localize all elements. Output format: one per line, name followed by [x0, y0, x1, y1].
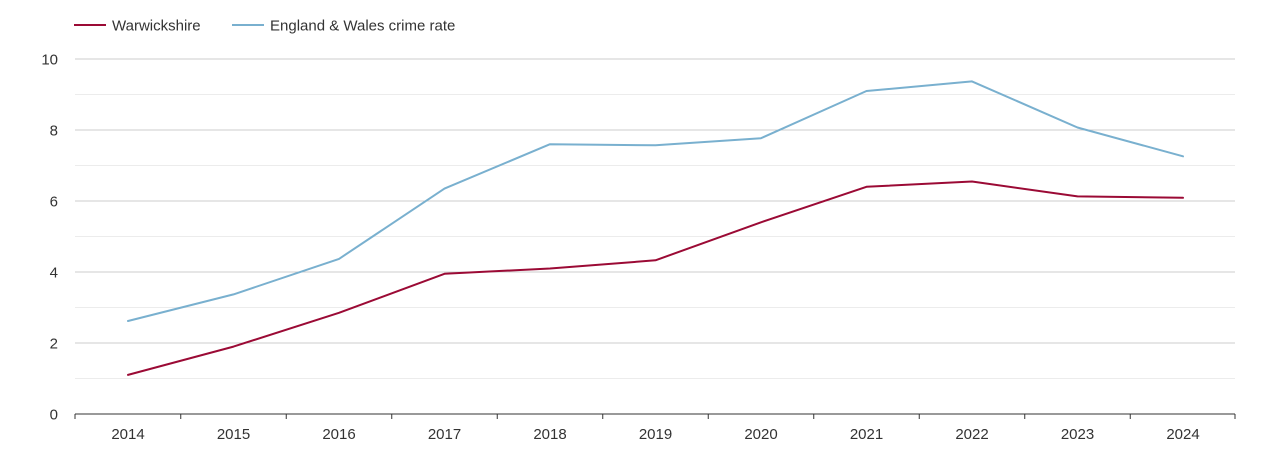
data-point-england-wales-crime-rate[interactable]: [969, 78, 975, 84]
y-tick-label: 8: [50, 123, 58, 140]
data-point-warwickshire[interactable]: [864, 184, 870, 190]
x-tick-label: 2016: [322, 426, 355, 443]
legend: Warwickshire England & Wales crime rate: [74, 18, 455, 35]
legend-label-england-wales: England & Wales crime rate: [270, 18, 455, 35]
data-point-warwickshire[interactable]: [1075, 193, 1081, 199]
y-tick-label: 2: [50, 336, 58, 353]
data-point-warwickshire[interactable]: [547, 265, 553, 271]
x-tick-label: 2020: [744, 426, 777, 443]
x-tick-label: 2015: [217, 426, 250, 443]
x-tick-label: 2023: [1061, 426, 1094, 443]
x-tick-label: 2022: [955, 426, 988, 443]
data-point-warwickshire[interactable]: [125, 372, 131, 378]
data-point-england-wales-crime-rate[interactable]: [125, 318, 131, 324]
data-point-warwickshire[interactable]: [442, 271, 448, 277]
x-tick-label: 2019: [639, 426, 672, 443]
x-tick-label: 2021: [850, 426, 883, 443]
data-point-england-wales-crime-rate[interactable]: [864, 88, 870, 94]
data-point-warwickshire[interactable]: [758, 219, 764, 225]
data-point-england-wales-crime-rate[interactable]: [442, 186, 448, 192]
y-tick-label: 10: [41, 52, 58, 69]
x-tick-label: 2017: [428, 426, 461, 443]
data-point-england-wales-crime-rate[interactable]: [1180, 153, 1186, 159]
series-line-england-wales-crime-rate[interactable]: [127, 80, 1184, 322]
data-point-england-wales-crime-rate[interactable]: [653, 142, 659, 148]
x-tick-label: 2024: [1166, 426, 1199, 443]
x-tick-label: 2014: [111, 426, 144, 443]
x-axis: 2014 2015 2016 2017 2018 2019 2020 2021 2022 2023…: [74, 413, 1236, 443]
data-series: [125, 78, 1186, 378]
data-point-warwickshire[interactable]: [653, 257, 659, 263]
legend-label-warwickshire: Warwickshire: [112, 18, 201, 35]
legend-item-england-wales[interactable]: England & Wales crime rate: [232, 18, 455, 35]
data-point-england-wales-crime-rate[interactable]: [231, 291, 237, 297]
y-axis: 0 2 4 6 8 10: [41, 52, 58, 424]
data-point-warwickshire[interactable]: [1180, 195, 1186, 201]
x-tick-label: 2018: [533, 426, 566, 443]
data-point-england-wales-crime-rate[interactable]: [336, 256, 342, 262]
legend-item-warwickshire[interactable]: Warwickshire: [74, 18, 201, 35]
y-tick-label: 4: [50, 265, 58, 282]
series-line-warwickshire[interactable]: [127, 180, 1184, 376]
data-point-warwickshire[interactable]: [231, 344, 237, 350]
data-point-england-wales-crime-rate[interactable]: [758, 135, 764, 141]
data-point-england-wales-crime-rate[interactable]: [1075, 125, 1081, 131]
gridlines: [75, 58, 1235, 379]
y-tick-label: 6: [50, 194, 58, 211]
y-tick-label: 0: [50, 407, 58, 424]
data-point-warwickshire[interactable]: [336, 310, 342, 316]
data-point-warwickshire[interactable]: [969, 178, 975, 184]
data-point-england-wales-crime-rate[interactable]: [547, 141, 553, 147]
